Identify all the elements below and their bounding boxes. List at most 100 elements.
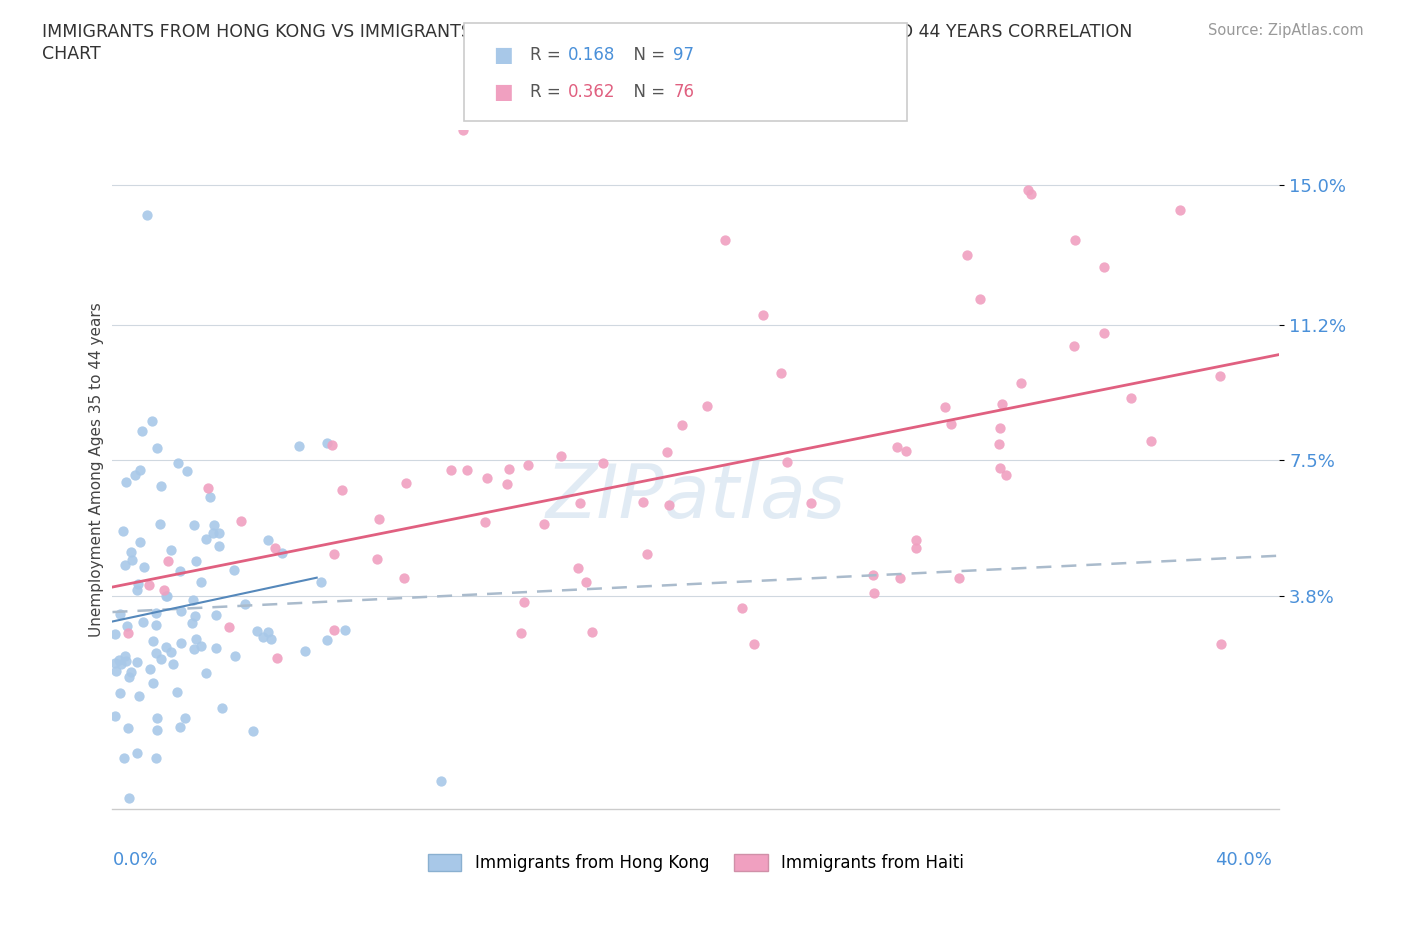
- Point: [516, 458, 538, 472]
- Text: CHART: CHART: [42, 45, 101, 62]
- Point: [142, 675, 165, 690]
- Point: [1017, 182, 1039, 197]
- Point: [988, 460, 1011, 475]
- Text: 0.0%: 0.0%: [112, 851, 157, 870]
- Y-axis label: Unemployment Among Ages 35 to 44 years: Unemployment Among Ages 35 to 44 years: [89, 302, 104, 637]
- Point: [1139, 433, 1161, 448]
- Point: [153, 582, 176, 597]
- Text: 97: 97: [673, 46, 695, 64]
- Point: [905, 533, 928, 548]
- Point: [991, 397, 1014, 412]
- Point: [714, 232, 737, 247]
- Point: [183, 642, 205, 657]
- Point: [395, 475, 418, 490]
- Point: [800, 496, 823, 511]
- Point: [323, 547, 346, 562]
- Point: [166, 685, 188, 700]
- Point: [496, 477, 519, 492]
- Point: [183, 517, 205, 532]
- Point: [1064, 232, 1087, 247]
- Text: N =: N =: [623, 83, 671, 101]
- Point: [186, 631, 208, 646]
- Point: [333, 623, 356, 638]
- Text: 0.362: 0.362: [568, 83, 616, 101]
- Point: [150, 479, 173, 494]
- Text: ZIPatlas: ZIPatlas: [546, 460, 846, 533]
- Point: [204, 641, 226, 656]
- Point: [125, 583, 148, 598]
- Point: [156, 553, 179, 568]
- Point: [631, 495, 654, 510]
- Point: [242, 724, 264, 738]
- Legend: Immigrants from Hong Kong, Immigrants from Haiti: Immigrants from Hong Kong, Immigrants fr…: [422, 847, 970, 879]
- Point: [120, 665, 142, 680]
- Point: [118, 791, 141, 806]
- Text: ■: ■: [494, 45, 513, 65]
- Point: [323, 623, 346, 638]
- Point: [190, 639, 212, 654]
- Point: [513, 594, 536, 609]
- Point: [294, 644, 316, 658]
- Point: [321, 437, 343, 452]
- Point: [288, 439, 311, 454]
- Point: [498, 462, 520, 477]
- Point: [114, 558, 136, 573]
- Point: [142, 633, 165, 648]
- Point: [969, 291, 991, 306]
- Point: [939, 417, 962, 432]
- Point: [159, 542, 181, 557]
- Point: [118, 670, 141, 684]
- Point: [1092, 259, 1115, 274]
- Point: [1209, 636, 1232, 651]
- Point: [550, 448, 572, 463]
- Point: [156, 589, 179, 604]
- Point: [155, 640, 177, 655]
- Text: IMMIGRANTS FROM HONG KONG VS IMMIGRANTS FROM HAITI UNEMPLOYMENT AMONG AGES 35 TO: IMMIGRANTS FROM HONG KONG VS IMMIGRANTS …: [42, 23, 1133, 41]
- Point: [176, 463, 198, 478]
- Point: [256, 625, 278, 640]
- Point: [252, 630, 274, 644]
- Point: [169, 719, 191, 734]
- Point: [141, 413, 163, 428]
- Point: [1092, 326, 1115, 340]
- Point: [146, 711, 169, 725]
- Point: [509, 626, 531, 641]
- Point: [696, 399, 718, 414]
- Point: [636, 547, 658, 562]
- Point: [114, 654, 136, 669]
- Point: [246, 624, 269, 639]
- Point: [260, 631, 283, 646]
- Point: [167, 456, 190, 471]
- Point: [316, 632, 339, 647]
- Point: [129, 462, 152, 477]
- Point: [150, 651, 173, 666]
- Point: [110, 657, 132, 671]
- Point: [195, 666, 218, 681]
- Point: [368, 512, 391, 526]
- Point: [1209, 369, 1232, 384]
- Point: [125, 746, 148, 761]
- Point: [208, 525, 231, 540]
- Text: R =: R =: [530, 46, 567, 64]
- Point: [138, 578, 160, 592]
- Point: [233, 596, 256, 611]
- Point: [112, 751, 135, 765]
- Point: [474, 514, 496, 529]
- Point: [451, 123, 474, 138]
- Point: [145, 751, 167, 765]
- Point: [658, 498, 681, 512]
- Point: [104, 656, 127, 671]
- Point: [114, 474, 136, 489]
- Point: [108, 685, 131, 700]
- Point: [169, 636, 191, 651]
- Text: 0.168: 0.168: [568, 46, 616, 64]
- Point: [330, 483, 353, 498]
- Point: [117, 626, 139, 641]
- Point: [456, 462, 478, 477]
- Text: ■: ■: [494, 82, 513, 102]
- Point: [211, 700, 233, 715]
- Point: [104, 664, 127, 679]
- Point: [266, 650, 288, 665]
- Point: [197, 481, 219, 496]
- Point: [889, 570, 911, 585]
